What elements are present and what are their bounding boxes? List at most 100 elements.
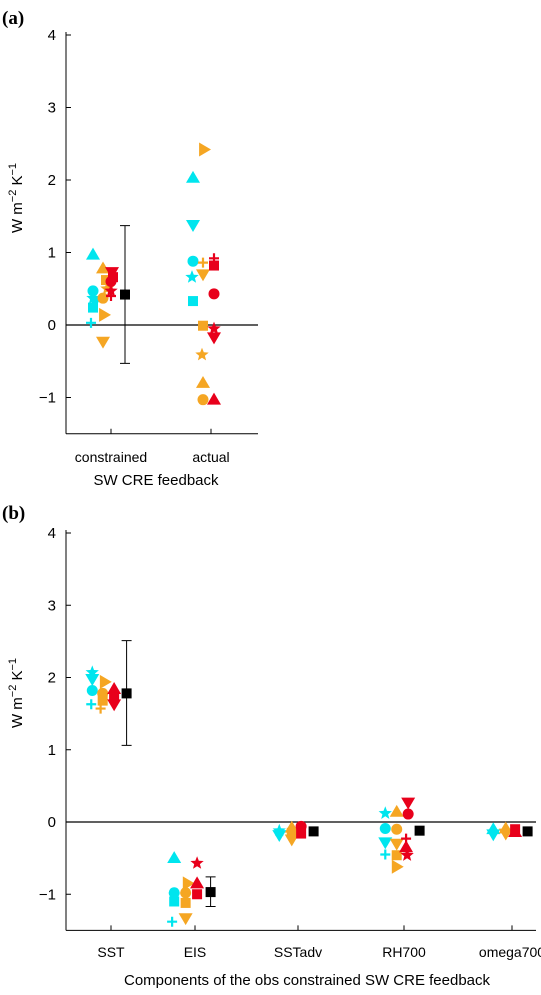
data-point-orange-plus (95, 703, 106, 714)
data-point-cyan-square (169, 896, 180, 907)
panel-a-axes: −1 0 1 2 3 4 constrained actual (39, 27, 258, 465)
data-point-red-star (207, 321, 221, 335)
data-point-orange-triangle-right (391, 859, 404, 874)
panel-b-label: (b) (2, 503, 25, 524)
y-tick-label: 2 (48, 670, 56, 687)
panel-a-xlabel: SW CRE feedback (93, 472, 219, 489)
y-tick-label: 0 (48, 814, 56, 831)
y-tick-label: −1 (39, 886, 56, 903)
data-point-cyan-circle (168, 887, 180, 899)
data-point-cyan-star (185, 270, 199, 283)
panel-a-ylabel: W m−2 K−1 (7, 163, 26, 233)
data-point-cyan-star (85, 665, 99, 679)
mean-marker (205, 887, 216, 898)
data-point-red-triangle-down (207, 332, 221, 345)
data-point-cyan-triangle-down (186, 220, 200, 232)
data-point-orange-triangle-up (389, 804, 404, 817)
data-point-orange-triangle-right (99, 674, 112, 689)
panel-a-label: (a) (2, 8, 24, 29)
data-point-orange-triangle-down (178, 913, 193, 926)
panel-b-ylabel: W m−2 K−1 (7, 658, 26, 728)
data-point-red-triangle-up (107, 682, 122, 694)
data-point-cyan-triangle-down (272, 830, 287, 843)
data-point-orange-triangle-up (196, 376, 210, 388)
y-tick-label: 3 (48, 597, 56, 614)
category-label-constrained: constrained (75, 449, 147, 465)
mean-marker (121, 688, 132, 699)
panel-b-marks (85, 640, 533, 927)
data-point-cyan-square (88, 302, 98, 313)
data-point-red-triangle-up (190, 876, 205, 889)
mean-marker (414, 825, 425, 836)
y-tick-label: 1 (48, 742, 56, 759)
data-point-cyan-plus (86, 317, 96, 328)
data-point-red-square (296, 828, 307, 839)
y-tick-label: 4 (48, 525, 56, 542)
data-point-orange-triangle-right (99, 307, 111, 322)
data-point-cyan-plus (380, 849, 391, 860)
y-tick-label: 4 (48, 27, 56, 44)
data-point-red-triangle-up (508, 825, 523, 838)
data-point-cyan-plus (86, 699, 97, 710)
data-point-cyan-triangle-up (167, 851, 182, 864)
data-point-cyan-triangle-down (85, 674, 100, 686)
data-point-red-triangle-down (401, 797, 416, 810)
data-point-red-square (209, 260, 219, 271)
data-point-cyan-triangle-up (186, 170, 200, 183)
data-point-orange-triangle-down (498, 828, 513, 841)
category-label-actual: actual (192, 449, 229, 465)
panel-a-marks (86, 142, 221, 406)
data-point-orange-plus (198, 257, 208, 268)
category-label-rh700: RH700 (382, 944, 426, 960)
data-point-red-star (190, 856, 204, 869)
category-label-eis: EIS (184, 944, 207, 960)
mean-marker (120, 289, 130, 300)
data-point-red-circle (402, 808, 414, 820)
data-point-orange-star (195, 347, 209, 361)
data-point-orange-square (391, 850, 402, 861)
data-point-orange-triangle-down (389, 838, 404, 851)
category-label-sst: SST (97, 944, 125, 960)
data-point-orange-triangle-down (284, 834, 299, 847)
data-point-orange-triangle-right (182, 876, 195, 891)
data-point-orange-square (198, 320, 208, 331)
data-point-cyan-circle (86, 685, 98, 697)
data-point-orange-circle (180, 887, 192, 899)
category-label-omega700: omega700 (479, 944, 541, 960)
panel-a: (a) −1 0 1 2 3 4 constrained actual SW CRE feed… (2, 8, 258, 489)
data-point-cyan-circle (187, 255, 199, 267)
data-point-orange-triangle-right (199, 142, 211, 157)
panel-b-xlabel: Components of the obs constrained SW CRE… (124, 972, 491, 989)
data-point-cyan-square (188, 296, 198, 307)
data-point-red-plus (106, 291, 116, 301)
y-tick-label: 0 (48, 317, 56, 334)
panel-b: (b) −1 0 1 2 3 4 SST EIS SSTadv RH700 omega700 Com… (2, 503, 541, 989)
data-point-orange-triangle-down (196, 269, 210, 282)
data-point-red-square (192, 889, 203, 900)
data-point-orange-triangle-down (96, 336, 110, 349)
panel-b-axes: −1 0 1 2 3 4 SST EIS SSTadv RH700 omega700 (39, 525, 541, 960)
data-point-cyan-circle (87, 285, 99, 297)
data-point-orange-circle (97, 292, 109, 304)
data-point-cyan-star (272, 823, 286, 837)
data-point-orange-circle (391, 823, 403, 835)
data-point-red-triangle-up (399, 840, 414, 853)
y-tick-label: −1 (39, 390, 56, 407)
mean-marker (522, 826, 533, 837)
data-point-red-square (108, 272, 118, 283)
category-label-sstadv: SSTadv (274, 944, 322, 960)
data-point-orange-square (286, 827, 297, 838)
data-point-orange-triangle-up (96, 261, 110, 274)
y-tick-label: 3 (48, 100, 56, 117)
data-point-orange-square (97, 695, 108, 706)
y-tick-label: 2 (48, 172, 56, 189)
data-point-cyan-plus (167, 916, 178, 927)
y-tick-label: 1 (48, 245, 56, 262)
data-point-red-triangle-down (107, 699, 122, 712)
data-point-cyan-star (378, 806, 392, 819)
data-point-cyan-triangle-down (486, 829, 501, 842)
data-point-cyan-circle (379, 823, 391, 835)
data-point-red-triangle-up (207, 392, 221, 405)
data-point-red-star (104, 283, 118, 297)
